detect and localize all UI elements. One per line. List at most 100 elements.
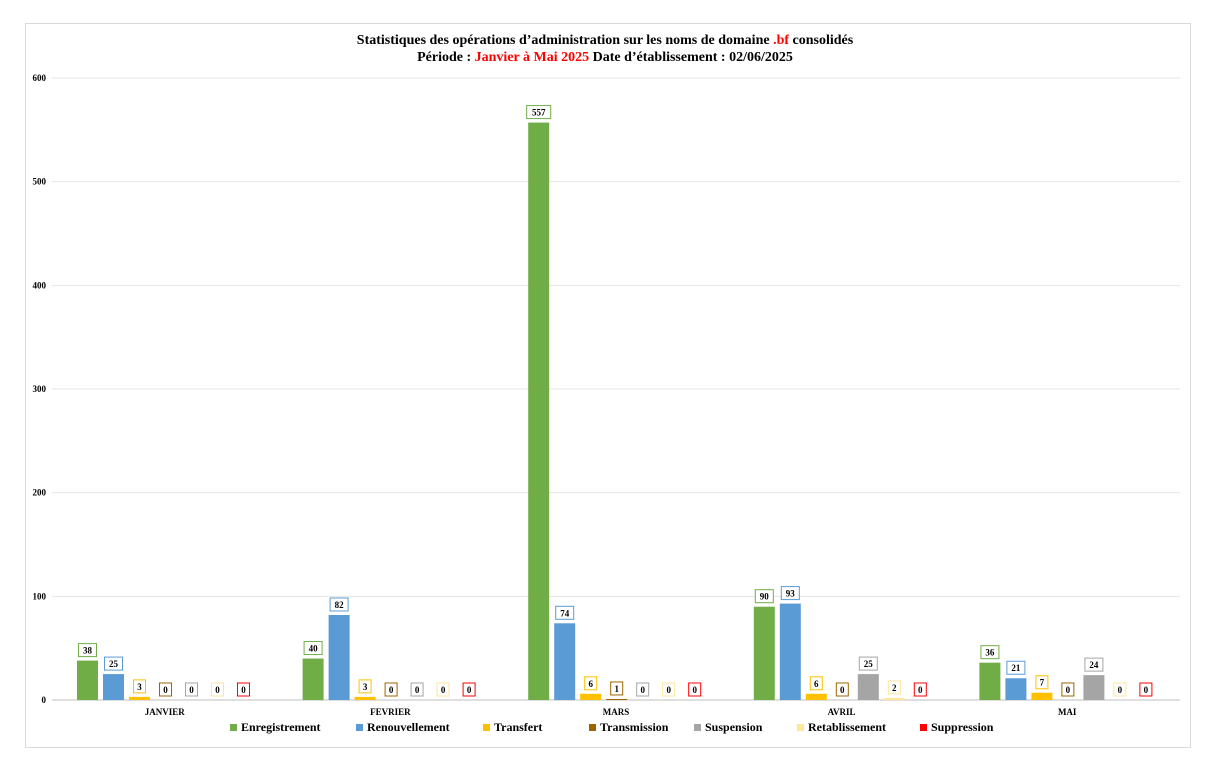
data-label: 0 — [640, 685, 645, 695]
bar — [528, 122, 550, 701]
bar — [77, 660, 98, 700]
data-label-box — [913, 682, 927, 697]
data-label: 0 — [189, 685, 194, 695]
legend-label: Renouvellement — [367, 720, 450, 734]
data-label: 6 — [588, 679, 593, 689]
title-line2-highlight: Janvier à Mai 2025 — [474, 50, 590, 65]
title-line1-prefix: Statistiques des opérations d’administra… — [356, 33, 770, 48]
data-label: 82 — [335, 600, 345, 610]
data-label-box — [555, 605, 575, 620]
chart-frame — [25, 23, 1191, 748]
data-label: 40 — [309, 644, 319, 654]
data-label-box — [526, 105, 552, 120]
y-tick-label: 200 — [33, 488, 47, 498]
data-label-box — [237, 682, 250, 697]
legend-swatch — [483, 724, 490, 731]
data-label-box — [835, 682, 849, 697]
data-label-box — [610, 681, 624, 696]
bar — [753, 606, 775, 700]
bar — [328, 614, 350, 700]
bar — [580, 693, 602, 700]
data-label-box — [809, 676, 823, 691]
x-tick-label: MAI — [1058, 707, 1077, 717]
data-label: 0 — [918, 685, 923, 695]
data-label: 0 — [1066, 685, 1071, 695]
chart-title-line1: Statistiques des opérations d’administra… — [0, 33, 1210, 49]
legend-item: Suspension — [694, 720, 762, 735]
data-label: 25 — [864, 659, 874, 669]
data-label-box — [754, 589, 774, 604]
legend-swatch — [797, 724, 804, 731]
legend-label: Suspension — [705, 720, 763, 734]
bar — [1031, 692, 1053, 700]
y-tick-label: 300 — [33, 384, 47, 394]
title-line1-suffix: consolidés — [792, 33, 854, 48]
data-label-box — [584, 676, 598, 691]
legend-item: Transmission — [589, 720, 668, 735]
data-label: 24 — [1089, 660, 1099, 670]
data-label: 6 — [814, 679, 819, 689]
data-label: 0 — [1118, 685, 1123, 695]
y-tick-label: 500 — [33, 177, 47, 187]
data-label-box — [436, 682, 450, 697]
data-label: 36 — [985, 648, 995, 658]
title-line2-suffix: Date d’établissement : 02/06/2025 — [592, 50, 793, 65]
legend-swatch — [230, 724, 237, 731]
data-label: 21 — [1011, 663, 1021, 673]
data-label: 7 — [1040, 678, 1045, 688]
legend-swatch — [589, 724, 596, 731]
y-tick-label: 0 — [42, 695, 47, 705]
legend-swatch — [920, 724, 927, 731]
data-label: 0 — [1144, 685, 1149, 695]
bar — [883, 697, 905, 700]
data-label-box — [159, 682, 172, 697]
data-label: 93 — [786, 589, 796, 599]
bar — [1083, 675, 1105, 700]
data-label: 0 — [163, 685, 168, 695]
data-label-box — [185, 682, 198, 697]
data-label: 3 — [137, 682, 142, 692]
data-label: 90 — [760, 592, 770, 602]
data-label-box — [1035, 675, 1049, 690]
chart-legend: Enregistrement Renouvellement Transfert Tra… — [0, 720, 1210, 736]
data-label-box — [980, 645, 1000, 660]
data-label-box — [1061, 682, 1075, 697]
bar — [805, 693, 827, 700]
data-label-box — [1084, 657, 1104, 672]
data-label: 3 — [363, 682, 368, 692]
data-label-box — [1113, 682, 1127, 697]
data-label-box — [887, 680, 901, 695]
y-tick-label: 400 — [33, 280, 47, 290]
legend-swatch — [694, 724, 701, 731]
data-label-box — [1006, 660, 1026, 675]
data-label: 2 — [892, 683, 897, 693]
data-label: 0 — [441, 685, 446, 695]
legend-label: Transfert — [494, 720, 543, 734]
data-label-box — [780, 586, 800, 601]
title-line1-highlight: .bf — [773, 33, 790, 48]
bar — [979, 662, 1001, 700]
bar — [103, 674, 124, 700]
title-line2-prefix: Période : — [417, 50, 472, 65]
bar — [1005, 678, 1027, 700]
data-label: 0 — [467, 685, 472, 695]
x-tick-label: JANVIER — [145, 707, 186, 717]
data-label: 0 — [389, 685, 394, 695]
y-tick-label: 100 — [33, 591, 47, 601]
data-label: 1 — [614, 684, 619, 694]
bar — [302, 658, 324, 700]
data-label-box — [662, 682, 676, 697]
legend-item: Enregistrement — [230, 720, 321, 735]
data-label-box — [329, 597, 349, 612]
data-label: 0 — [840, 685, 845, 695]
x-tick-label: AVRIL — [828, 707, 856, 717]
legend-swatch — [356, 724, 363, 731]
data-label-box — [78, 643, 97, 658]
x-tick-label: FEVRIER — [370, 707, 411, 717]
legend-item: Suppression — [920, 720, 993, 735]
data-label-box — [133, 679, 146, 694]
data-label: 38 — [83, 646, 93, 656]
data-label: 0 — [415, 685, 420, 695]
data-label: 74 — [560, 608, 570, 618]
